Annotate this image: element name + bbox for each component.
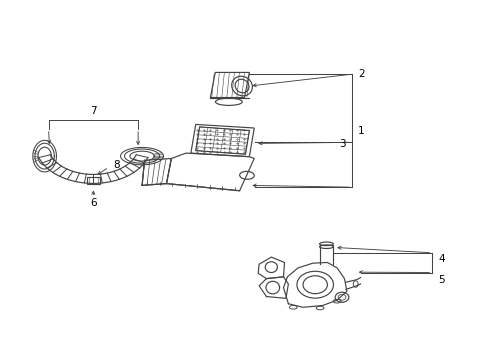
Text: 4: 4 [438,254,444,264]
Text: 2: 2 [357,69,364,79]
Text: 5: 5 [438,275,444,285]
Bar [87,177,100,184]
Text: 8: 8 [113,159,120,170]
Text: 6: 6 [90,198,97,208]
Text: 7: 7 [90,105,97,116]
Text: 3: 3 [339,139,346,149]
Text: 1: 1 [357,126,364,136]
